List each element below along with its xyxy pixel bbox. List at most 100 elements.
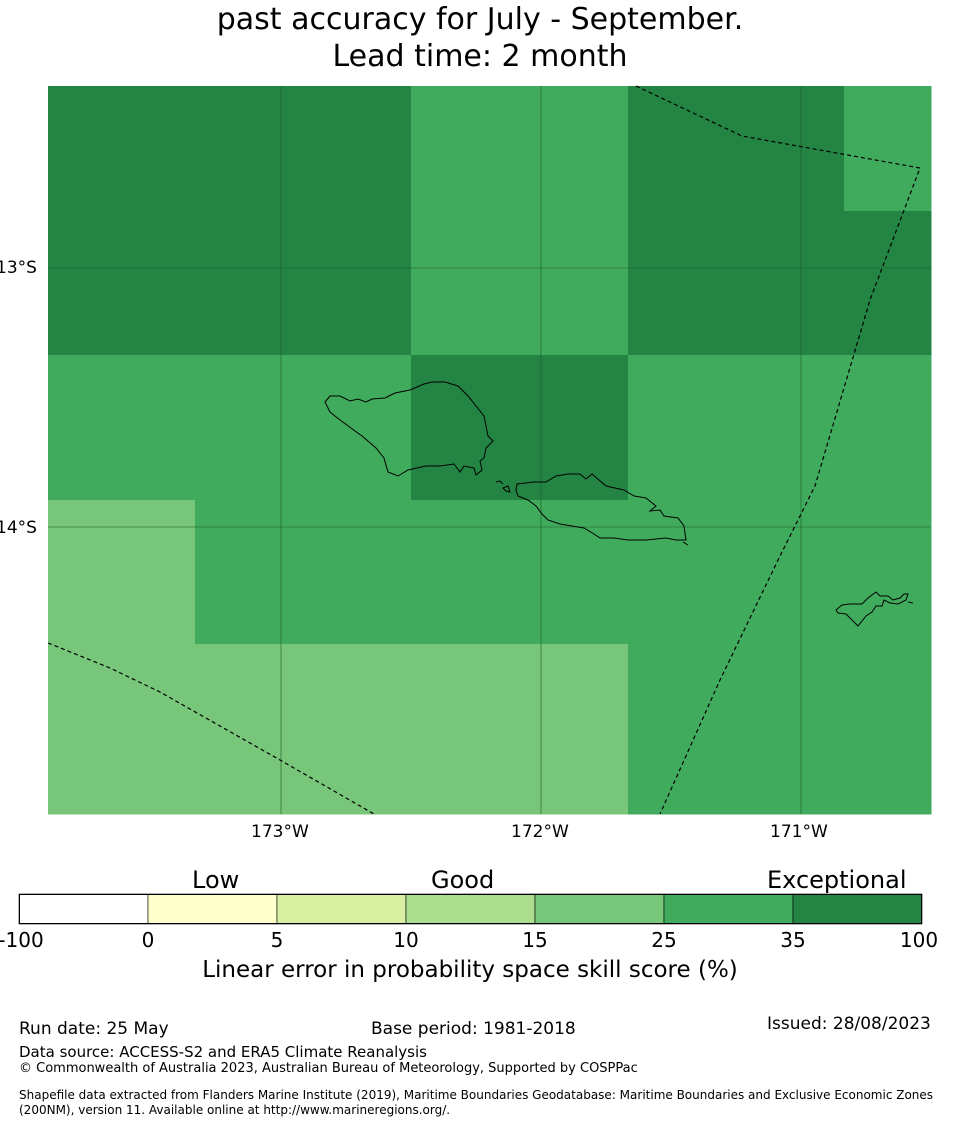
colorbar-tick-label: 10	[393, 928, 419, 952]
colorbar-label-good: Good	[431, 866, 495, 894]
skill-cell	[268, 500, 341, 645]
colorbar-segment	[405, 893, 536, 925]
skill-cell	[844, 500, 932, 645]
skill-cell	[772, 500, 845, 645]
skill-cell	[123, 211, 196, 356]
skill-cell	[195, 644, 269, 815]
shapefile-credit-line1: Shapefile data extracted from Flanders M…	[19, 1088, 934, 1102]
skill-cell	[195, 211, 269, 356]
skill-cell	[268, 644, 341, 815]
skill-cell	[411, 86, 485, 212]
skill-cell	[340, 500, 412, 645]
map-title-line1: past accuracy for July - September.	[216, 2, 744, 37]
skill-cell	[628, 86, 701, 212]
skill-cell	[844, 211, 932, 356]
skill-cell	[700, 644, 773, 815]
lat-label-13s: 13°S	[0, 258, 37, 278]
skill-cell	[268, 211, 341, 356]
skill-cell	[628, 355, 701, 501]
island-manono	[495, 480, 504, 485]
skill-cell	[123, 500, 196, 645]
skill-cell	[123, 86, 196, 212]
skill-cell	[700, 86, 773, 212]
colorbar-segment	[663, 893, 794, 925]
skill-cell	[48, 86, 124, 212]
skill-cell	[484, 355, 557, 501]
skill-cell	[844, 86, 932, 212]
island-upolu-tip	[682, 541, 689, 546]
skill-cell	[340, 355, 412, 501]
colorbar-segment	[276, 893, 407, 925]
colorbar-label-low: Low	[192, 866, 240, 894]
skill-cell	[556, 211, 629, 356]
colorbar-tick-label: 100	[899, 928, 939, 952]
map-title-line2: Lead time: 2 month	[332, 39, 628, 74]
colorbar-title: Linear error in probability space skill …	[202, 957, 738, 983]
skill-cell	[628, 500, 701, 645]
colorbar-tick-label: -100	[0, 928, 44, 952]
colorbar-segment	[18, 893, 149, 925]
skill-cell	[772, 211, 845, 356]
skill-cell	[411, 211, 485, 356]
skill-cell	[484, 644, 557, 815]
eez-boundary-north-east	[635, 85, 921, 815]
coastlines	[324, 381, 914, 627]
skill-cell	[700, 355, 773, 501]
issued-date: Issued: 28/08/2023	[767, 1014, 931, 1034]
island-aunuu	[907, 601, 914, 604]
lat-label-14s: 14°S	[0, 518, 37, 538]
skill-cell	[268, 355, 341, 501]
maritime-boundaries	[47, 85, 921, 815]
colorbar-label-exceptional: Exceptional	[767, 866, 907, 894]
colorbar-tick-label: 5	[270, 928, 284, 952]
skill-cell	[340, 644, 412, 815]
base-period: Base period: 1981-2018	[371, 1019, 576, 1039]
island-upolu	[515, 473, 687, 541]
skill-cell	[195, 86, 269, 212]
skill-cell	[700, 211, 773, 356]
skill-cell	[844, 644, 932, 815]
skill-cell	[48, 355, 124, 501]
skill-cell	[772, 355, 845, 501]
colorbar-segment	[534, 893, 665, 925]
skill-cell	[340, 86, 412, 212]
skill-cell	[48, 644, 124, 815]
skill-cell	[123, 355, 196, 501]
skill-cell	[195, 355, 269, 501]
colorbar-tick-label: 25	[651, 928, 677, 952]
skill-cell	[772, 644, 845, 815]
map-panel	[47, 85, 932, 815]
skill-cell	[484, 86, 557, 212]
lon-label-172w: 172°W	[511, 822, 569, 842]
skill-cell	[123, 644, 196, 815]
skill-cell	[844, 355, 932, 501]
lon-label-173w: 173°W	[251, 822, 309, 842]
skill-grid	[48, 86, 932, 815]
skill-cell	[411, 500, 485, 645]
colorbar	[18, 893, 923, 925]
run-date: Run date: 25 May	[19, 1019, 169, 1039]
lon-label-171w: 171°W	[770, 822, 828, 842]
data-source: Data source: ACCESS-S2 and ERA5 Climate …	[19, 1043, 427, 1061]
skill-cell	[340, 211, 412, 356]
skill-cell	[48, 211, 124, 356]
colorbar-tick-label: 15	[522, 928, 548, 952]
skill-cell	[700, 500, 773, 645]
island-tutuila	[835, 591, 909, 627]
skill-cell	[411, 355, 485, 501]
skill-cell	[48, 500, 124, 645]
skill-cell	[556, 644, 629, 815]
eez-boundary-south-west	[47, 642, 375, 815]
shapefile-credit-line2: (200NM), version 11. Available online at…	[19, 1103, 451, 1117]
skill-cell	[556, 500, 629, 645]
skill-cell	[411, 644, 485, 815]
skill-cell	[484, 500, 557, 645]
island-apolima	[502, 485, 511, 493]
colorbar-segment	[147, 893, 278, 925]
skill-cell	[772, 86, 845, 212]
island-savaii	[324, 381, 494, 477]
skill-cell	[556, 86, 629, 212]
copyright: © Commonwealth of Australia 2023, Austra…	[19, 1061, 638, 1076]
skill-cell	[268, 86, 341, 212]
graticule	[48, 86, 931, 814]
